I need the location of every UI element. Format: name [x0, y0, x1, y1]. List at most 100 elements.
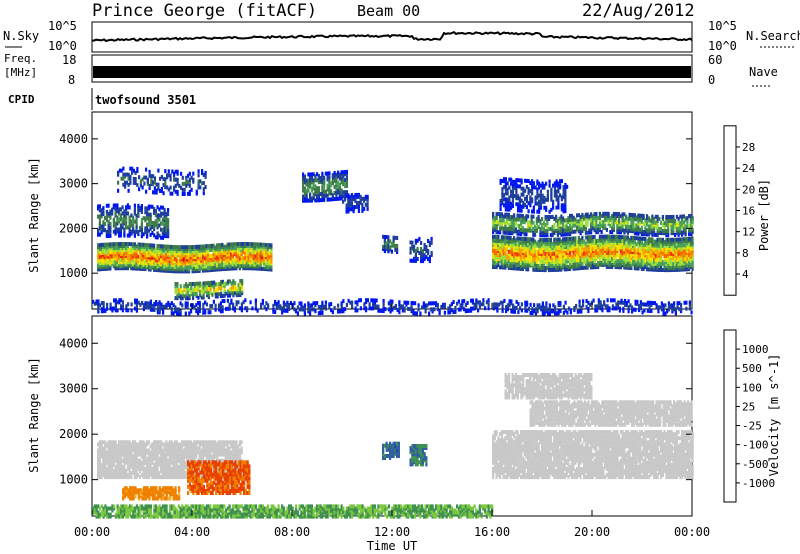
power-cell: [614, 234, 617, 239]
power-cell: [637, 231, 640, 236]
power-cell: [167, 260, 170, 265]
power-cell: [555, 179, 558, 184]
power-cell: [428, 255, 431, 260]
power-cell: [618, 259, 621, 264]
power-cell: [560, 179, 563, 184]
power-cell: [141, 177, 144, 182]
power-cell: [235, 300, 238, 305]
power-cell: [105, 213, 108, 218]
power-cell: [142, 216, 145, 221]
power-cell: [121, 304, 124, 309]
power-cell: [100, 224, 103, 229]
power-cell: [146, 216, 149, 221]
power-cell: [122, 166, 125, 171]
power-cell: [349, 195, 352, 200]
power-cell: [167, 187, 170, 192]
power-cell: [167, 300, 170, 305]
power-cell: [670, 215, 673, 219]
power-cell: [574, 252, 577, 257]
power-cell: [153, 221, 156, 226]
power-cell: [216, 255, 219, 260]
power-cell: [663, 247, 666, 252]
power-cell: [140, 248, 143, 253]
power-cell: [93, 301, 96, 306]
power-cell: [211, 280, 214, 285]
power-cell: [181, 261, 184, 266]
power-cell: [138, 187, 141, 192]
power-cell: [511, 204, 514, 208]
power-cell: [171, 169, 174, 174]
power-cell: [319, 311, 322, 315]
power-cell: [633, 260, 636, 265]
power-cell: [679, 224, 682, 229]
power-cell: [314, 198, 317, 203]
power-cell: [651, 261, 654, 266]
power-cell: [506, 205, 509, 210]
power-cell: [549, 264, 552, 268]
power-cell: [344, 182, 347, 187]
power-cell: [654, 259, 657, 264]
power-cell: [161, 205, 164, 210]
power-cell: [639, 256, 642, 261]
power-cell: [112, 223, 115, 228]
power-cell: [163, 250, 166, 255]
power-cell: [156, 219, 159, 224]
power-cell: [493, 216, 496, 220]
power-cell: [528, 243, 531, 248]
power-cell: [163, 248, 166, 253]
power-cell: [539, 255, 542, 260]
power-cell: [117, 180, 120, 185]
power-cell: [256, 264, 259, 269]
power-cell: [530, 214, 533, 219]
power-cell: [633, 213, 636, 218]
power-cell: [576, 213, 579, 218]
power-cell: [586, 222, 589, 227]
power-cell: [314, 309, 317, 314]
power-cell: [607, 211, 610, 216]
power-cell: [223, 285, 226, 290]
freq-label-2: [MHz]: [4, 66, 37, 79]
power-cell: [210, 261, 213, 266]
power-cell: [689, 216, 692, 220]
power-cell: [128, 205, 131, 210]
power-cell: [556, 253, 559, 258]
power-cell: [256, 252, 259, 257]
power-cell: [186, 296, 189, 301]
power-cell: [597, 226, 600, 231]
power-cell: [177, 259, 180, 264]
power-cell: [691, 221, 694, 226]
power-cell: [173, 177, 176, 182]
power-cell: [590, 263, 593, 268]
power-cell: [184, 301, 187, 306]
power-cell: [508, 203, 511, 208]
power-cell: [658, 243, 661, 248]
power-cell: [542, 231, 545, 236]
power-cell: [233, 306, 236, 311]
power-cell: [212, 257, 215, 262]
power-cell: [307, 309, 310, 314]
power-cell: [184, 305, 187, 310]
power-cell: [183, 284, 186, 289]
power-cell: [261, 298, 264, 303]
power-cell: [658, 255, 661, 260]
power-cell: [186, 290, 189, 295]
power-cell: [667, 221, 670, 226]
power-cell: [513, 236, 516, 241]
power-cell: [513, 246, 516, 251]
power-cell: [572, 215, 575, 220]
power-cell: [507, 261, 510, 266]
power-cell: [337, 188, 340, 193]
power-cell: [651, 243, 654, 248]
power-cell: [221, 299, 224, 304]
power-cell: [416, 257, 419, 261]
power-cell: [343, 197, 346, 202]
power-cell: [418, 236, 421, 241]
power-cell: [591, 214, 594, 219]
power-cell: [102, 220, 105, 225]
power-cell: [109, 302, 112, 307]
power-cell: [286, 304, 289, 309]
power-cell: [609, 215, 612, 220]
power-cell: [642, 236, 645, 241]
power-cell: [584, 222, 587, 227]
power-cell: [356, 192, 359, 197]
